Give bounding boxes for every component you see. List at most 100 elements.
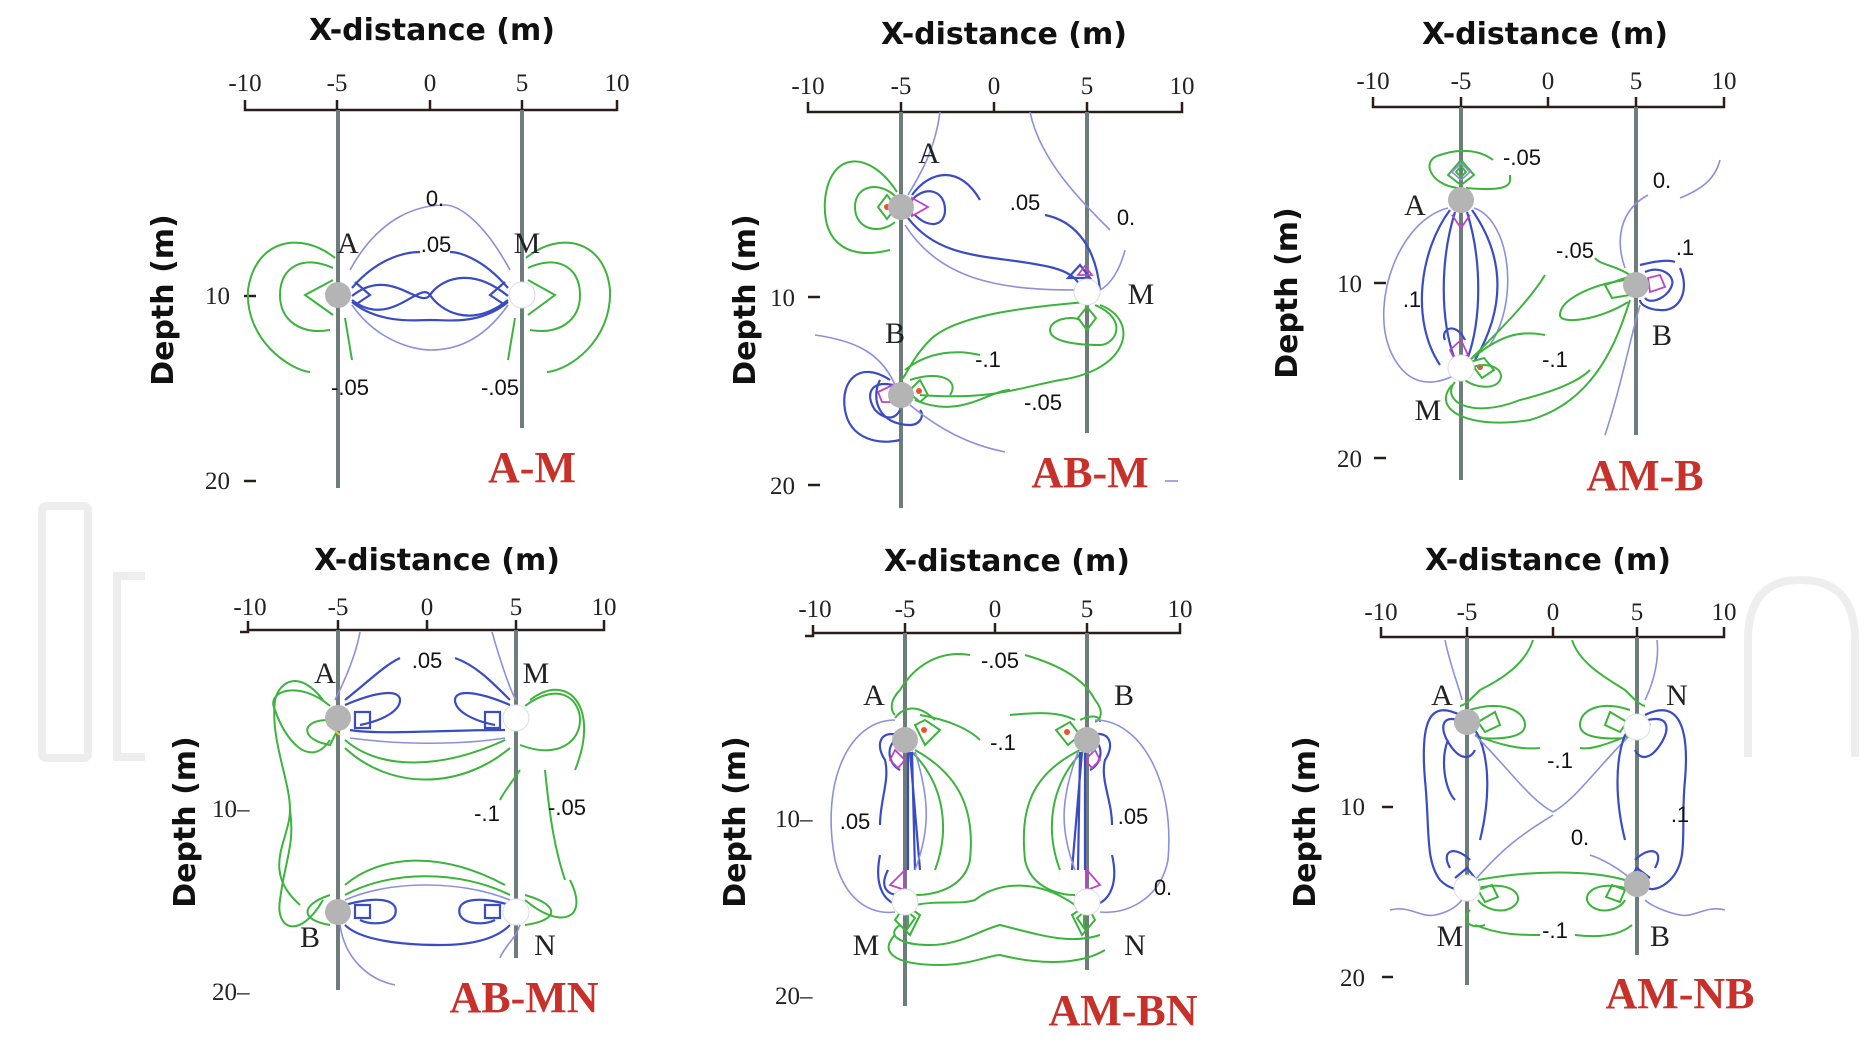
contour-label: .1 — [1671, 802, 1689, 827]
contour-label: .05 — [1010, 190, 1041, 215]
panel-title: AM-B — [1586, 451, 1703, 500]
panel-title: AB-M — [1031, 448, 1148, 497]
watermark — [38, 502, 1859, 762]
electrode-label: A — [1431, 679, 1453, 712]
x-tick: -10 — [791, 73, 824, 100]
electrode-potential-m — [1073, 278, 1101, 306]
x-tick: 0 — [989, 596, 1002, 623]
contour-label: 0. — [1571, 825, 1589, 850]
x-axis: -10 -5 0 5 10 — [1364, 599, 1737, 639]
electrode-label: M — [1128, 278, 1155, 311]
electrode-current-a — [892, 727, 918, 753]
y-tick: 20 — [1340, 965, 1365, 992]
panel-ab-m: X-distance (m) -10 -5 0 5 10 Depth (m) 1… — [728, 17, 1195, 508]
contours — [830, 653, 1170, 967]
electrode-label: A — [863, 679, 885, 712]
y-tick: 10– — [212, 796, 250, 823]
contour-label: -.05 — [1503, 145, 1541, 170]
x-tick: 5 — [1081, 73, 1094, 100]
contour-label: .05 — [412, 648, 443, 673]
contour-label: .05 — [1118, 804, 1149, 829]
panel-title: AB-MN — [449, 973, 598, 1022]
electrode-potential-n — [502, 898, 530, 926]
y-tick: 10 — [205, 283, 230, 310]
x-tick: -10 — [233, 594, 266, 621]
contour-label: -.05 — [981, 648, 1019, 673]
panel-am-bn: X-distance (m) -10 -5 0 5 10 Depth (m) 1… — [718, 544, 1198, 1035]
electrode-label: A — [918, 137, 940, 170]
electrode-label: M — [853, 929, 880, 962]
x-tick: 10 — [592, 594, 617, 621]
y-tick: 20 — [205, 468, 230, 495]
x-tick: -5 — [327, 70, 348, 97]
electrode-potential-n — [1623, 713, 1651, 741]
contours — [246, 204, 612, 373]
electrode-current-a — [888, 194, 914, 220]
electrode-label: B — [1650, 920, 1670, 953]
contour-label: 0. — [1653, 168, 1671, 193]
x-tick: 5 — [1081, 596, 1094, 623]
contour-label: 0. — [426, 186, 444, 211]
panel-am-b: X-distance (m) -10 -5 0 5 10 Depth (m) 1… — [1270, 17, 1737, 500]
x-tick: -5 — [1457, 599, 1478, 626]
contour-label: 0. — [1117, 205, 1135, 230]
y-axis-title: Depth (m) — [728, 214, 763, 386]
x-tick: -5 — [328, 594, 349, 621]
electrode-current-a — [325, 705, 351, 731]
electrode-current-a — [1454, 709, 1480, 735]
x-axis: -10 -5 0 5 10 — [228, 70, 630, 112]
y-tick: 20 — [1337, 446, 1362, 473]
electrode-potential-m — [1453, 874, 1481, 902]
panel-title: AM-NB — [1605, 969, 1754, 1018]
contour-label: 0. — [1154, 875, 1172, 900]
x-tick: -5 — [891, 73, 912, 100]
x-tick: -10 — [228, 70, 261, 97]
contours — [1389, 639, 1726, 938]
x-tick: 0 — [988, 73, 1001, 100]
y-tick: 10 — [770, 285, 795, 312]
electrode-label: M — [514, 227, 541, 260]
contour-label: -.05 — [331, 375, 369, 400]
x-tick: 10 — [605, 70, 630, 97]
contour-label: .1 — [1403, 287, 1421, 312]
contours — [814, 111, 1126, 453]
electrode-current-b — [325, 899, 351, 925]
electrode-label: N — [1124, 929, 1146, 962]
contour-label: -.1 — [990, 730, 1016, 755]
electrode-label: M — [523, 657, 550, 690]
x-tick: 0 — [424, 70, 437, 97]
y-tick: 10 — [1340, 794, 1365, 821]
contour-label: -.1 — [1547, 748, 1573, 773]
y-tick: 10 — [1337, 271, 1362, 298]
electrode-label: B — [1652, 319, 1672, 352]
electrode-label: N — [534, 929, 556, 962]
x-tick: 5 — [1630, 68, 1643, 95]
panel-ab-mn: X-distance (m) -10 -5 0 5 10 Depth (m) 1… — [168, 543, 617, 1022]
electrode-current-b — [1624, 871, 1650, 897]
contour-label: -.1 — [1542, 918, 1568, 943]
electrode-label: B — [1114, 679, 1134, 712]
panel-am-nb: X-distance (m) -10 -5 0 5 10 Depth (m) 1… — [1288, 543, 1755, 1018]
x-tick: 5 — [516, 70, 529, 97]
electrode-label: A — [314, 657, 336, 690]
panel-a-m: X-distance (m) -10 -5 0 5 10 Depth (m) 1… — [146, 13, 630, 495]
panel-title: A-M — [488, 443, 576, 492]
contour-label: .05 — [421, 232, 452, 257]
y-axis-title: Depth (m) — [1270, 207, 1305, 379]
contour-label: -.05 — [1556, 238, 1594, 263]
electrode-label: A — [337, 227, 359, 260]
x-tick: -5 — [895, 596, 916, 623]
y-tick: 10– — [775, 806, 813, 833]
electrode-current-b — [1074, 727, 1100, 753]
contour-label: -.1 — [1542, 347, 1568, 372]
electrode-label: M — [1415, 394, 1442, 427]
x-tick: -10 — [1364, 599, 1397, 626]
electrode-potential-n — [1073, 888, 1101, 916]
electrode-label: B — [300, 921, 320, 954]
x-axis-title: X-distance (m) — [1422, 17, 1668, 52]
y-tick: 20– — [775, 983, 813, 1010]
contour-label: -.05 — [481, 375, 519, 400]
electrode-potential-m — [502, 704, 530, 732]
panel-title: AM-BN — [1048, 986, 1197, 1035]
